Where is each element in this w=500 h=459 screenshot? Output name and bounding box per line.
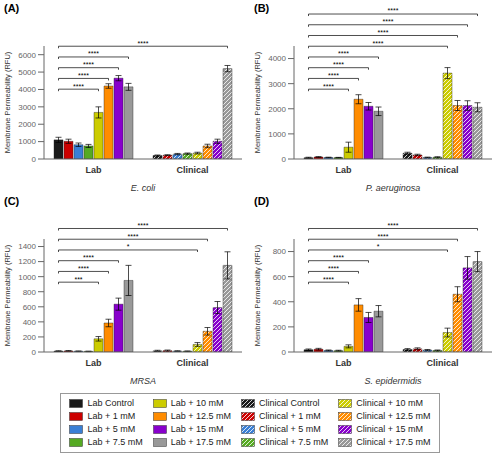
svg-text:Clinical: Clinical bbox=[176, 358, 208, 368]
html-text:Lab + 17.5 mM: Lab + 17.5 mM bbox=[170, 436, 231, 447]
svg-text:600: 600 bbox=[273, 273, 287, 282]
svg-text:Clinical: Clinical bbox=[176, 165, 208, 175]
svg-text:****: **** bbox=[388, 7, 399, 14]
svg-text:****: **** bbox=[73, 83, 84, 90]
html-text:Clinical + 10 mM: Clinical + 10 mM bbox=[356, 397, 424, 408]
svg-text:400: 400 bbox=[273, 298, 287, 307]
svg-text:*: * bbox=[377, 243, 380, 250]
svg-text:2000: 2000 bbox=[268, 105, 286, 114]
svg-text:Lab: Lab bbox=[85, 358, 102, 368]
svg-text:S. epidermidis: S. epidermidis bbox=[364, 376, 422, 386]
svg-text:Membrane Permeability (RFU): Membrane Permeability (RFU) bbox=[253, 51, 262, 153]
svg-text:1200: 1200 bbox=[18, 257, 36, 266]
svg-text:****: **** bbox=[78, 72, 89, 79]
svg-text:E. coli: E. coli bbox=[131, 183, 157, 193]
html-text:Lab + 5 mM: Lab + 5 mM bbox=[87, 423, 136, 434]
html-text:Lab + 1 mM: Lab + 1 mM bbox=[87, 410, 136, 421]
html-text:(A): (A) bbox=[4, 2, 20, 14]
svg-text:****: **** bbox=[383, 18, 394, 25]
svg-text:****: **** bbox=[373, 40, 384, 47]
svg-text:****: **** bbox=[323, 276, 334, 283]
svg-text:****: **** bbox=[323, 83, 334, 90]
svg-text:Lab: Lab bbox=[85, 165, 102, 175]
svg-text:6000: 6000 bbox=[18, 51, 36, 60]
svg-text:****: **** bbox=[88, 50, 99, 57]
svg-text:****: **** bbox=[328, 72, 339, 79]
svg-text:****: **** bbox=[128, 233, 139, 240]
svg-text:Membrane Permeability (RFU): Membrane Permeability (RFU) bbox=[8, 51, 12, 153]
svg-text:****: **** bbox=[378, 29, 389, 36]
svg-text:****: **** bbox=[138, 222, 149, 229]
svg-text:200: 200 bbox=[273, 323, 287, 332]
svg-text:400: 400 bbox=[23, 318, 37, 327]
svg-text:****: **** bbox=[328, 265, 339, 272]
svg-text:*: * bbox=[127, 243, 130, 250]
html-text:Lab Control: Lab Control bbox=[87, 397, 134, 408]
svg-text:800: 800 bbox=[273, 247, 287, 256]
svg-text:800: 800 bbox=[23, 288, 37, 297]
svg-text:4000: 4000 bbox=[18, 85, 36, 94]
svg-text:Clinical: Clinical bbox=[426, 358, 458, 368]
svg-text:****: **** bbox=[138, 40, 149, 47]
html-text:Clinical Control: Clinical Control bbox=[259, 397, 320, 408]
svg-text:200: 200 bbox=[23, 333, 37, 342]
html-text:Lab + 12.5 mM: Lab + 12.5 mM bbox=[170, 410, 231, 421]
svg-text:0: 0 bbox=[32, 155, 37, 164]
svg-text:Lab: Lab bbox=[335, 358, 352, 368]
svg-text:3000: 3000 bbox=[18, 103, 36, 112]
svg-text:****: **** bbox=[338, 50, 349, 57]
svg-text:Clinical: Clinical bbox=[426, 165, 458, 175]
html-text:(D): (D) bbox=[254, 195, 270, 207]
html-text:(C): (C) bbox=[4, 195, 20, 207]
html-text:Lab + 15 mM: Lab + 15 mM bbox=[170, 423, 224, 434]
html-text:(B): (B) bbox=[254, 2, 270, 14]
svg-text:***: *** bbox=[74, 276, 82, 283]
svg-text:5000: 5000 bbox=[18, 68, 36, 77]
svg-text:MRSA: MRSA bbox=[130, 376, 156, 386]
svg-text:0: 0 bbox=[282, 155, 287, 164]
svg-text:****: **** bbox=[388, 222, 399, 229]
html-text:Clinical + 12.5 mM: Clinical + 12.5 mM bbox=[356, 410, 431, 421]
svg-text:1000: 1000 bbox=[268, 130, 286, 139]
svg-text:1000: 1000 bbox=[18, 273, 36, 282]
svg-text:3000: 3000 bbox=[268, 80, 286, 89]
svg-text:0: 0 bbox=[282, 348, 287, 357]
svg-text:****: **** bbox=[83, 61, 94, 68]
html-text:Clinical + 7.5 mM: Clinical + 7.5 mM bbox=[259, 436, 329, 447]
svg-text:1000: 1000 bbox=[18, 137, 36, 146]
svg-text:****: **** bbox=[333, 61, 344, 68]
svg-text:2000: 2000 bbox=[18, 120, 36, 129]
svg-text:Membrane Permeability (RFU): Membrane Permeability (RFU) bbox=[8, 244, 12, 346]
svg-text:Membrane Permeability (RFU): Membrane Permeability (RFU) bbox=[253, 244, 262, 346]
html-text:Clinical + 5 mM: Clinical + 5 mM bbox=[259, 423, 321, 434]
html-text:Lab + 7.5 mM: Lab + 7.5 mM bbox=[87, 436, 143, 447]
html-text:Clinical + 17.5 mM: Clinical + 17.5 mM bbox=[356, 436, 431, 447]
svg-text:0: 0 bbox=[32, 348, 37, 357]
svg-text:4000: 4000 bbox=[268, 54, 286, 63]
svg-text:600: 600 bbox=[23, 303, 37, 312]
svg-text:****: **** bbox=[83, 254, 94, 261]
svg-text:P. aeruginosa: P. aeruginosa bbox=[366, 183, 420, 193]
svg-text:****: **** bbox=[78, 265, 89, 272]
svg-text:1400: 1400 bbox=[18, 242, 36, 251]
svg-text:Lab: Lab bbox=[335, 165, 352, 175]
html-text:Clinical + 15 mM: Clinical + 15 mM bbox=[356, 423, 424, 434]
html-text:Lab + 10 mM: Lab + 10 mM bbox=[170, 397, 224, 408]
svg-text:****: **** bbox=[333, 254, 344, 261]
svg-text:****: **** bbox=[378, 233, 389, 240]
html-text:Clinical + 1 mM: Clinical + 1 mM bbox=[259, 410, 321, 421]
